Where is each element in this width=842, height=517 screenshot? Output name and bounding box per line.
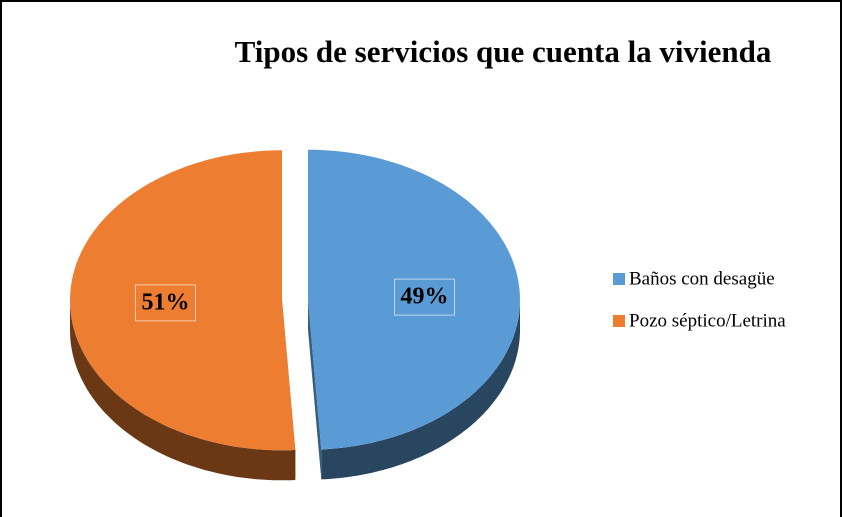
slice-side [321, 299, 520, 480]
data-label: 51% [141, 289, 189, 315]
slice-wall [308, 299, 322, 480]
data-label: 49% [401, 284, 449, 310]
data-label-box [134, 284, 196, 322]
legend-label: Pozo séptico/Letrina [629, 310, 786, 331]
data-label-box [394, 278, 456, 316]
legend-label: Baños con desagüe [629, 268, 775, 289]
legend-swatch [613, 315, 625, 327]
chart-title: Tipos de servicios que cuenta la viviend… [235, 34, 772, 69]
legend-swatch [613, 273, 625, 285]
slice-side [70, 300, 296, 481]
